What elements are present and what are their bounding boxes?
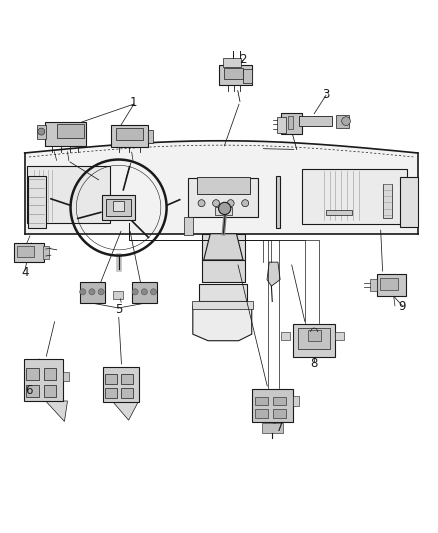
Bar xyxy=(288,116,293,129)
Text: 7: 7 xyxy=(276,421,284,434)
Circle shape xyxy=(212,200,219,207)
Circle shape xyxy=(227,200,234,207)
Bar xyxy=(277,117,286,133)
Bar xyxy=(44,368,56,381)
Text: 9: 9 xyxy=(399,300,406,313)
Bar xyxy=(383,183,392,219)
Bar xyxy=(111,125,148,147)
Bar xyxy=(197,177,250,194)
Bar xyxy=(45,122,86,146)
Bar xyxy=(24,359,63,401)
Polygon shape xyxy=(25,141,418,234)
Bar xyxy=(26,368,39,381)
Bar xyxy=(298,328,330,350)
Bar xyxy=(281,113,301,134)
Bar xyxy=(299,116,332,126)
Bar xyxy=(57,124,84,138)
Circle shape xyxy=(80,289,86,295)
Bar xyxy=(44,385,56,397)
Bar xyxy=(26,385,39,397)
Text: 5: 5 xyxy=(115,303,122,316)
Bar xyxy=(103,367,139,402)
Bar xyxy=(255,409,268,417)
Circle shape xyxy=(132,289,138,295)
Bar xyxy=(282,333,290,340)
Bar xyxy=(106,199,131,216)
Bar xyxy=(273,397,286,405)
Bar xyxy=(302,169,407,224)
Circle shape xyxy=(342,117,350,125)
Bar xyxy=(223,68,243,78)
Text: 3: 3 xyxy=(322,87,330,101)
Bar xyxy=(293,395,299,406)
Text: 6: 6 xyxy=(25,384,33,398)
Bar xyxy=(201,234,245,260)
Bar xyxy=(27,166,110,223)
Bar xyxy=(201,260,245,282)
Polygon shape xyxy=(46,401,67,422)
Bar xyxy=(307,330,321,341)
Bar xyxy=(63,372,69,381)
Bar xyxy=(113,291,123,299)
Bar xyxy=(102,195,135,220)
Bar xyxy=(223,58,241,67)
Bar xyxy=(106,389,117,398)
Bar xyxy=(336,115,349,128)
Circle shape xyxy=(98,289,104,295)
Circle shape xyxy=(198,200,205,207)
Polygon shape xyxy=(193,306,252,341)
Bar xyxy=(215,207,232,215)
Bar xyxy=(251,389,293,422)
Bar xyxy=(188,178,258,217)
Bar xyxy=(192,301,253,309)
Bar xyxy=(121,389,133,398)
Bar xyxy=(42,246,49,259)
Bar xyxy=(255,397,268,405)
Bar xyxy=(400,177,418,227)
Bar xyxy=(14,243,44,262)
Bar xyxy=(219,66,252,85)
Bar xyxy=(293,325,335,357)
Bar xyxy=(184,217,193,235)
Circle shape xyxy=(141,289,148,295)
Bar xyxy=(380,278,399,290)
Polygon shape xyxy=(204,234,243,260)
Bar xyxy=(80,282,105,303)
Polygon shape xyxy=(113,402,138,420)
Polygon shape xyxy=(267,262,280,286)
Circle shape xyxy=(219,203,231,215)
Circle shape xyxy=(38,128,45,135)
Bar xyxy=(370,279,377,291)
Bar xyxy=(28,176,46,228)
Bar xyxy=(273,409,286,417)
Bar xyxy=(335,333,344,340)
Text: 8: 8 xyxy=(311,357,318,370)
Bar xyxy=(377,274,406,296)
Bar xyxy=(199,284,247,302)
Bar xyxy=(132,282,157,303)
Text: 2: 2 xyxy=(239,53,247,66)
Bar xyxy=(17,246,34,257)
Bar xyxy=(121,374,133,384)
Circle shape xyxy=(89,289,95,295)
Text: 4: 4 xyxy=(21,265,28,279)
Bar xyxy=(326,210,352,215)
Text: 1: 1 xyxy=(130,96,138,109)
Bar xyxy=(113,201,124,211)
Bar xyxy=(106,374,117,384)
Bar xyxy=(117,128,143,140)
Circle shape xyxy=(242,200,249,207)
Bar xyxy=(37,125,46,139)
Bar xyxy=(244,69,252,83)
Bar xyxy=(148,130,153,143)
Bar xyxy=(262,423,283,433)
Bar xyxy=(276,176,280,228)
Circle shape xyxy=(150,289,156,295)
